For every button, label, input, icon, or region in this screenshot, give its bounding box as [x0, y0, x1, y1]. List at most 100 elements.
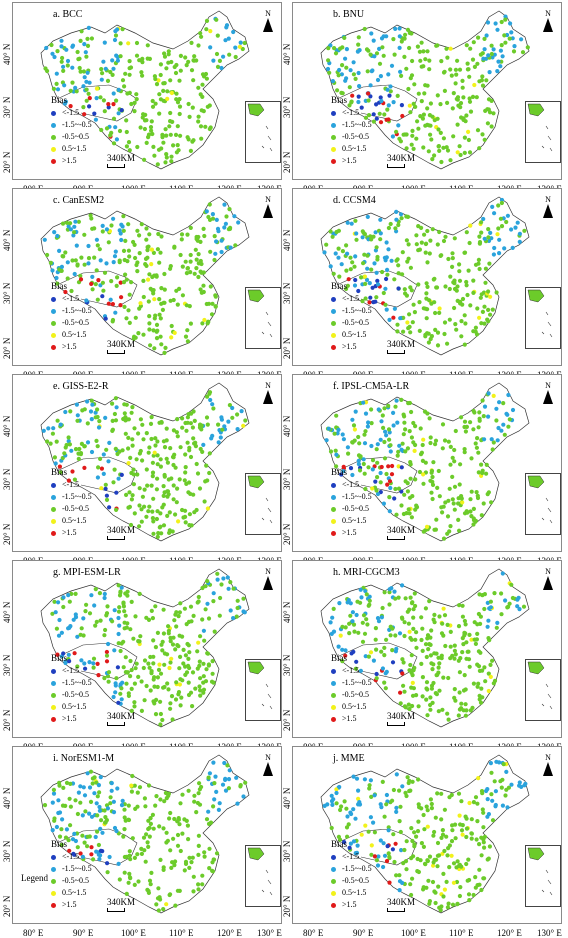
station-dot: [403, 32, 408, 37]
station-dot: [424, 697, 429, 702]
station-dot: [185, 339, 190, 344]
station-dot: [106, 459, 111, 464]
station-dot: [95, 829, 100, 834]
station-dot: [184, 271, 189, 276]
station-dot: [180, 425, 185, 430]
station-dot: [441, 894, 446, 899]
station-dot: [426, 149, 431, 154]
station-dot: [408, 662, 413, 668]
station-dot: [468, 303, 473, 308]
station-dot: [378, 437, 383, 442]
station-dot: [188, 148, 193, 153]
station-dot: [410, 779, 415, 784]
station-dot: [398, 804, 403, 809]
station-dot: [156, 667, 162, 672]
legend-item: >1.5: [51, 341, 92, 353]
station-dot: [102, 270, 108, 275]
station-dot: [111, 91, 116, 96]
station-dot: [348, 466, 354, 471]
station-dot: [137, 233, 142, 238]
station-dot: [436, 144, 441, 149]
station-dot: [334, 790, 339, 796]
station-dot: [192, 54, 197, 59]
station-dot: [178, 654, 183, 659]
legend-item: 0.5~1.5: [331, 887, 372, 899]
station-dot: [77, 65, 82, 71]
station-dot: [54, 626, 60, 631]
station-dot: [352, 438, 357, 443]
station-dot: [348, 810, 353, 815]
legend-swatch: [51, 122, 56, 128]
station-dot: [54, 824, 60, 830]
station-dot: [434, 857, 439, 862]
china-map: [40, 568, 250, 728]
station-dot: [90, 274, 95, 279]
station-dot: [151, 328, 156, 333]
station-dot: [406, 86, 411, 92]
station-dot: [158, 316, 163, 321]
station-dot: [431, 680, 436, 686]
station-dot: [478, 621, 483, 626]
station-dot: [334, 787, 339, 792]
station-dot: [141, 294, 146, 300]
station-dot: [64, 220, 69, 225]
station-dot: [446, 846, 451, 851]
scale-bar: [107, 164, 125, 168]
station-dot: [143, 859, 148, 864]
station-dot: [123, 670, 128, 675]
station-dot: [402, 54, 407, 60]
station-dot: [479, 462, 484, 467]
station-dot: [385, 272, 390, 277]
station-dot: [466, 67, 471, 72]
station-dot: [113, 690, 118, 695]
station-dot: [228, 580, 233, 585]
station-dot: [127, 90, 132, 95]
station-dot: [87, 811, 92, 816]
station-dot: [439, 791, 444, 796]
station-dot: [380, 779, 385, 784]
station-dot: [416, 91, 421, 96]
station-dot: [209, 312, 215, 317]
station-dot: [202, 317, 207, 323]
station-dot: [388, 89, 393, 94]
station-dot: [384, 471, 389, 477]
station-dot: [139, 507, 144, 512]
station-dot: [156, 886, 161, 891]
station-dot: [471, 278, 476, 283]
station-dot: [464, 640, 469, 645]
station-dot: [408, 595, 413, 600]
station-dot: [374, 447, 379, 452]
legend-item: <-1.5: [331, 293, 372, 305]
station-dot: [488, 294, 493, 299]
station-dot: [56, 600, 61, 605]
station-dot: [493, 21, 498, 26]
legend-item: 0.5~1.5: [331, 329, 372, 341]
station-dot: [422, 861, 428, 866]
station-dot: [194, 507, 199, 513]
station-dot: [390, 463, 395, 469]
station-dot: [199, 270, 204, 275]
panel-title: d. CCSM4: [333, 195, 376, 206]
station-dot: [217, 613, 222, 618]
station-dot: [200, 585, 205, 591]
station-dot: [113, 249, 118, 254]
station-dot: [482, 845, 487, 850]
station-dot: [462, 633, 467, 638]
station-dot: [429, 468, 435, 474]
station-dot: [85, 844, 90, 849]
legend-label: -1.5~-0.5: [62, 306, 92, 315]
station-dot: [151, 496, 156, 501]
station-dot: [417, 469, 422, 475]
station-dot: [383, 302, 388, 307]
station-dot: [458, 822, 463, 827]
station-dot: [227, 207, 232, 212]
china-map: [320, 382, 530, 542]
station-dot: [510, 245, 515, 250]
station-dot: [135, 804, 140, 809]
station-dot: [52, 54, 57, 60]
station-dot: [94, 86, 100, 91]
station-dot: [373, 637, 378, 642]
station-dot: [372, 54, 377, 59]
station-dot: [126, 435, 131, 440]
station-dot: [397, 888, 402, 893]
